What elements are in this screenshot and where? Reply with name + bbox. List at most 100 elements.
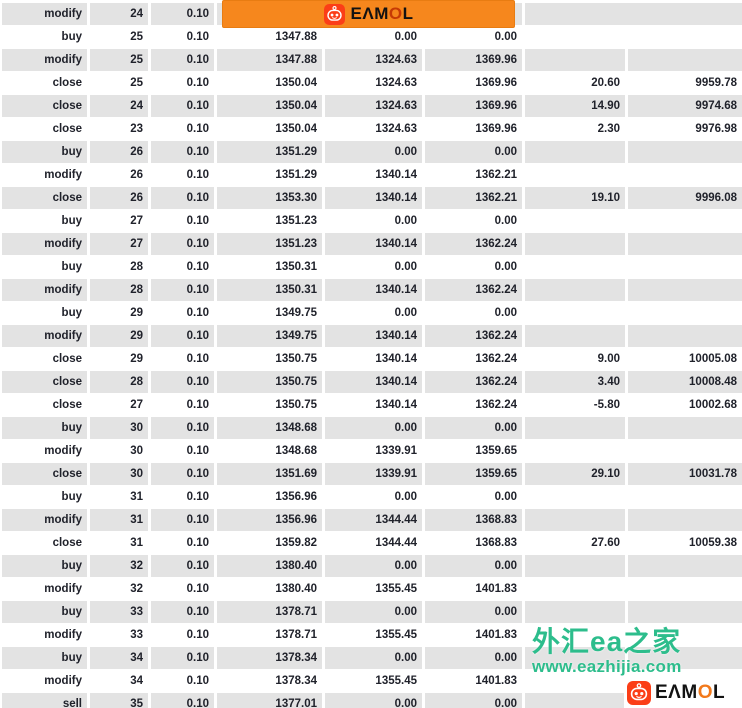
cell-order: 31	[90, 532, 148, 554]
cell-order: 30	[90, 417, 148, 439]
cell-sl: 1344.44	[325, 509, 422, 531]
cell-sl: 1355.45	[325, 670, 422, 692]
table-row: close 26 0.10 1353.30 1340.14 1362.21 19.10 999…	[0, 187, 742, 209]
cell-type: close	[2, 394, 87, 416]
cell-profit	[525, 233, 625, 255]
cell-profit	[525, 647, 625, 669]
cell-order: 30	[90, 440, 148, 462]
table-row: buy 26 0.10 1351.29 0.00 0.00	[0, 141, 742, 163]
cell-profit	[525, 417, 625, 439]
cell-profit	[525, 26, 625, 48]
cell-tp: 1368.83	[425, 532, 522, 554]
cell-tp: 1359.65	[425, 440, 522, 462]
cell-order: 28	[90, 279, 148, 301]
table-row: modify 31 0.10 1356.96 1344.44 1368.83	[0, 509, 742, 531]
cell-order: 34	[90, 670, 148, 692]
cell-order: 24	[90, 95, 148, 117]
cell-type: modify	[2, 440, 87, 462]
cell-sl: 0.00	[325, 302, 422, 324]
cell-profit	[525, 256, 625, 278]
table-row: modify 34 0.10 1378.34 1355.45 1401.83	[0, 670, 742, 692]
cell-profit: 27.60	[525, 532, 625, 554]
cell-sl: 1324.63	[325, 49, 422, 71]
eamol-footer-logo: EΛM O L	[624, 677, 742, 708]
cell-profit	[525, 578, 625, 600]
cell-size: 0.10	[151, 233, 214, 255]
table-row: modify 32 0.10 1380.40 1355.45 1401.83	[0, 578, 742, 600]
cell-price: 1380.40	[217, 578, 322, 600]
cell-sl: 1339.91	[325, 463, 422, 485]
cell-tp: 1369.96	[425, 72, 522, 94]
cell-type: modify	[2, 670, 87, 692]
table-row: close 30 0.10 1351.69 1339.91 1359.65 29.10 100…	[0, 463, 742, 485]
cell-profit: 2.30	[525, 118, 625, 140]
cell-size: 0.10	[151, 26, 214, 48]
table-row: buy 33 0.10 1378.71 0.00 0.00	[0, 601, 742, 623]
cell-tp: 1368.83	[425, 509, 522, 531]
cell-type: close	[2, 187, 87, 209]
cell-size: 0.10	[151, 49, 214, 71]
cell-price: 1380.40	[217, 555, 322, 577]
cell-sl: 0.00	[325, 555, 422, 577]
table-row: modify 26 0.10 1351.29 1340.14 1362.21	[0, 164, 742, 186]
cell-tp: 1401.83	[425, 578, 522, 600]
brand-post: L	[712, 681, 726, 703]
cell-balance	[628, 555, 742, 577]
cell-order: 31	[90, 486, 148, 508]
cell-balance	[628, 417, 742, 439]
cell-type: buy	[2, 601, 87, 623]
cell-sl: 1344.44	[325, 532, 422, 554]
cell-order: 33	[90, 624, 148, 646]
cell-tp: 0.00	[425, 555, 522, 577]
cell-type: close	[2, 348, 87, 370]
cell-order: 34	[90, 647, 148, 669]
cell-price: 1350.04	[217, 95, 322, 117]
cell-order: 26	[90, 141, 148, 163]
cell-price: 1350.04	[217, 118, 322, 140]
cell-type: modify	[2, 49, 87, 71]
cell-order: 25	[90, 72, 148, 94]
cell-type: modify	[2, 325, 87, 347]
cell-tp: 1362.24	[425, 394, 522, 416]
cell-size: 0.10	[151, 325, 214, 347]
cell-order: 32	[90, 578, 148, 600]
cell-sl: 1340.14	[325, 371, 422, 393]
cell-type: sell	[2, 693, 87, 708]
cell-tp: 1362.24	[425, 233, 522, 255]
cell-type: modify	[2, 279, 87, 301]
cell-profit	[525, 509, 625, 531]
table-row: buy 31 0.10 1356.96 0.00 0.00	[0, 486, 742, 508]
cell-size: 0.10	[151, 95, 214, 117]
cell-type: buy	[2, 26, 87, 48]
cell-price: 1377.01	[217, 693, 322, 708]
cell-tp: 1362.24	[425, 325, 522, 347]
table-row: buy 32 0.10 1380.40 0.00 0.00	[0, 555, 742, 577]
cell-sl: 1324.63	[325, 95, 422, 117]
cell-size: 0.10	[151, 302, 214, 324]
cell-size: 0.10	[151, 532, 214, 554]
cell-profit: 19.10	[525, 187, 625, 209]
table-row: modify 25 0.10 1347.88 1324.63 1369.96	[0, 49, 742, 71]
cell-type: modify	[2, 233, 87, 255]
cell-profit	[525, 440, 625, 462]
brand-o: O	[388, 4, 403, 23]
cell-order: 27	[90, 210, 148, 232]
cell-tp: 1362.24	[425, 348, 522, 370]
cell-profit: 29.10	[525, 463, 625, 485]
cell-price: 1359.82	[217, 532, 322, 554]
cell-balance	[628, 233, 742, 255]
table-row: close 27 0.10 1350.75 1340.14 1362.24 -5.80 100…	[0, 394, 742, 416]
cell-sl: 1340.14	[325, 164, 422, 186]
cell-balance: 9959.78	[628, 72, 742, 94]
cell-price: 1350.31	[217, 279, 322, 301]
cell-order: 32	[90, 555, 148, 577]
cell-size: 0.10	[151, 118, 214, 140]
cell-price: 1353.30	[217, 187, 322, 209]
cell-profit	[525, 302, 625, 324]
robot-icon	[323, 3, 345, 25]
eamol-banner: EΛM O L	[222, 0, 515, 28]
cell-size: 0.10	[151, 371, 214, 393]
watermark-site-url: www.eazhijia.com	[532, 657, 682, 676]
cell-price: 1378.34	[217, 647, 322, 669]
